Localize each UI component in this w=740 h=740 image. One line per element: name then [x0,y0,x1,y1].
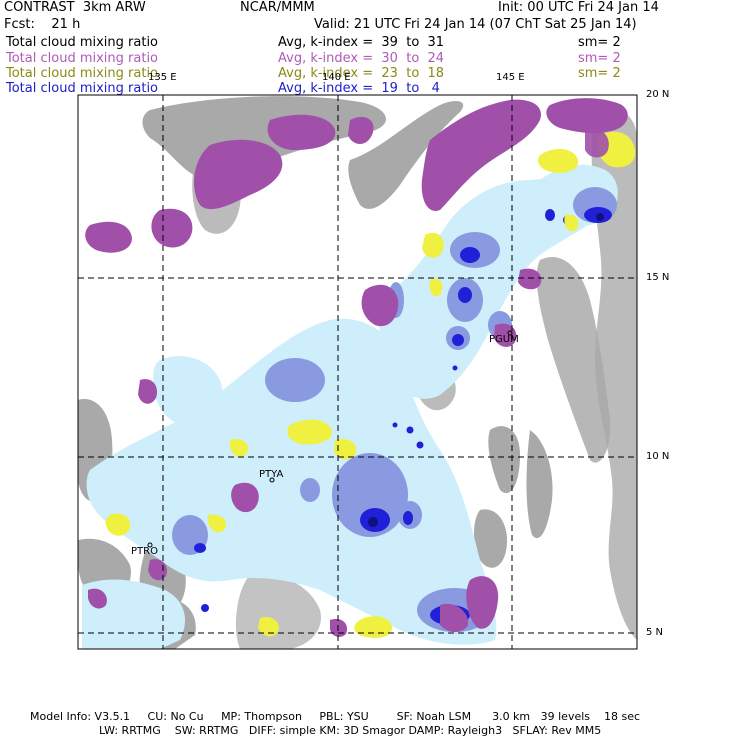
model-info-line-2: LW: RRTMG SW: RRTMG DIFF: simple KM: 3D … [99,724,602,737]
cloud-fields [78,95,637,649]
station-label-ptya: PTYA [259,469,284,480]
legend-stat-4: Avg, k-index = 19 to 4 [278,81,440,96]
legend-field-3: Total cloud mixing ratio [6,66,159,81]
legend-sm-3: sm= 2 [578,66,621,81]
lightblue-cloud-layer [82,164,618,649]
legend-field-2: Total cloud mixing ratio [6,51,159,66]
legend-stat-2: Avg, k-index = 30 to 24 [278,51,445,66]
legend-field-1: Total cloud mixing ratio [6,35,159,50]
organization-label: NCAR/MMM [240,0,315,15]
legend-stat-1: Avg, k-index = 39 to 31 [278,35,445,50]
legend-sm-1: sm= 2 [578,35,621,50]
lon-label-135e: 135 E [148,72,177,83]
station-label-ptro: PTRO [131,546,158,557]
lat-label-5n: 5 N [646,627,664,638]
init-time: Init: 00 UTC Fri 24 Jan 14 [498,0,659,15]
plot-frame [77,94,638,650]
station-label-pgum: PGUM [489,334,519,345]
lat-label-20n: 20 N [646,89,670,100]
lat-label-15n: 15 N [646,272,670,283]
station-markers [147,330,513,548]
model-title: CONTRAST 3km ARW [4,0,146,15]
valid-time: Valid: 21 UTC Fri 24 Jan 14 (07 ChT Sat … [314,17,637,32]
forecast-hour: Fcst: 21 h [4,17,81,32]
legend-sm-2: sm= 2 [578,51,621,66]
lon-label-140e: 140 E [322,72,351,83]
purple-cloud-layer [85,98,628,637]
legend-stat-3: Avg, k-index = 23 to 18 [278,66,445,81]
model-info-line-1: Model Info: V3.5.1 CU: No Cu MP: Thompso… [30,710,641,723]
lon-label-145e: 145 E [496,72,525,83]
lat-label-10n: 10 N [646,451,670,462]
legend-field-4: Total cloud mixing ratio [6,81,159,96]
